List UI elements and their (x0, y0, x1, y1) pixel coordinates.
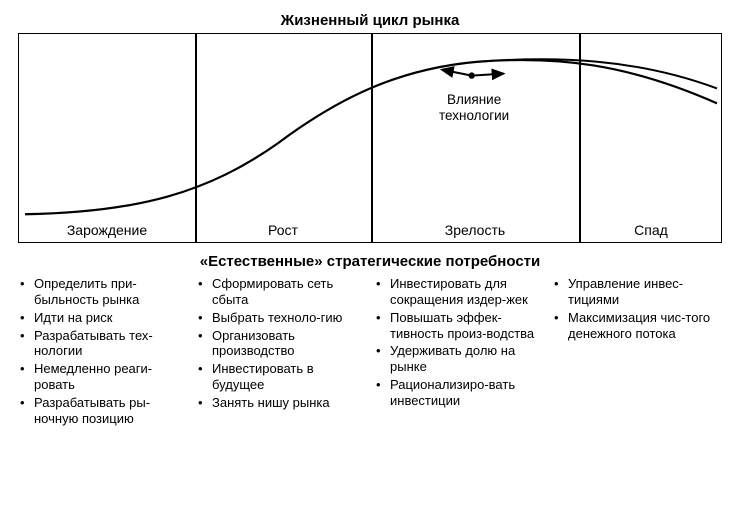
need-item: Разрабатывать ры-ночную позицию (32, 395, 188, 427)
annotation-influence: Влияние технологии (439, 92, 509, 123)
divider-1 (195, 34, 197, 242)
needs-col-3: Инвестировать для сокращения издер-жекПо… (374, 276, 544, 429)
influence-marker (469, 72, 475, 78)
stage-label: Зарождение (19, 222, 195, 238)
arrow-left (442, 70, 472, 76)
arrow-right (472, 74, 504, 76)
needs-col-1: Определить при-быльность рынка Идти на ри… (18, 276, 188, 429)
needs-col-4: Управление инвес-тициямиМаксимизация чис… (552, 276, 722, 429)
need-item: Разрабатывать тех-нологии (32, 328, 188, 360)
chart-title: Жизненный цикл рынка (18, 12, 722, 29)
needs-subtitle: «Естественные» стратегические потребност… (18, 253, 722, 270)
need-item: Сформировать сеть сбыта (210, 276, 366, 308)
need-item: Рационализиро-вать инвестиции (388, 377, 544, 409)
need-item: Инвестировать в будущее (210, 361, 366, 393)
needs-col-2: Сформировать сеть сбыта Выбрать техноло-г… (196, 276, 366, 429)
need-item: Удерживать долю на рынке (388, 343, 544, 375)
need-item: Идти на риск (32, 310, 188, 326)
need-item: Немедленно реаги-ровать (32, 361, 188, 393)
stage-label: Спад (579, 222, 723, 238)
stage-label: Зрелость (371, 222, 579, 238)
stage-label: Рост (195, 222, 371, 238)
need-item: Управление инвес-тициями (566, 276, 722, 308)
need-item: Инвестировать для сокращения издер-жек (388, 276, 544, 308)
need-item: Выбрать техноло-гию (210, 310, 366, 326)
divider-3 (579, 34, 581, 242)
stage-labels-row: Зарождение Рост Зрелость Спад (19, 222, 721, 238)
need-item: Максимизация чис-того денежного потока (566, 310, 722, 342)
curve-branch (478, 59, 717, 88)
divider-2 (371, 34, 373, 242)
need-item: Занять нишу рынка (210, 395, 366, 411)
chart-svg (19, 34, 721, 242)
lifecycle-chart: Влияние технологии Зарождение Рост Зрело… (18, 33, 722, 243)
need-item: Организовать производство (210, 328, 366, 360)
need-item: Повышать эффек-тивность произ-водства (388, 310, 544, 342)
need-item: Определить при-быльность рынка (32, 276, 188, 308)
needs-columns: Определить при-быльность рынка Идти на ри… (18, 276, 722, 429)
